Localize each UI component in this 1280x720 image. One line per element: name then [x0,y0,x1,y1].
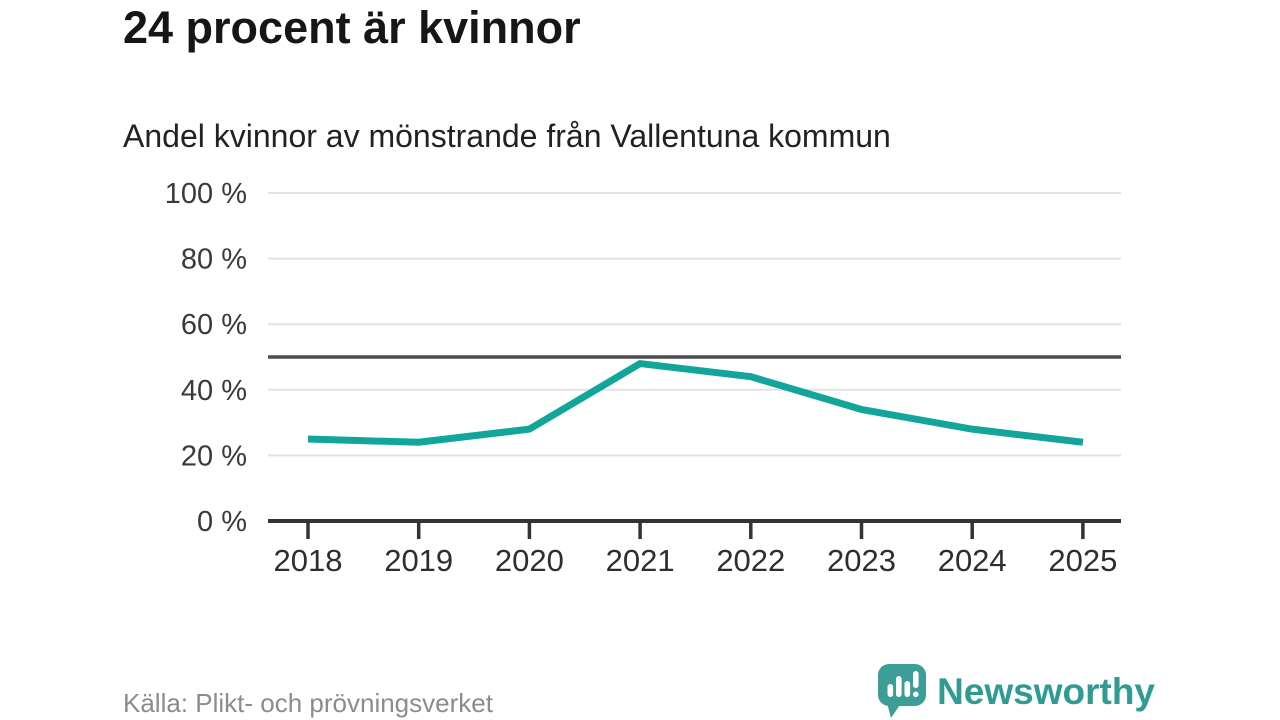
chart-subtitle: Andel kvinnor av mönstrande från Vallent… [123,118,891,154]
x-axis-tick-label: 2021 [606,543,675,578]
y-axis-tick-label: 80 % [181,244,247,276]
newsworthy-logo-icon [878,664,927,718]
y-axis-tick-label: 40 % [181,375,247,407]
source-note: Källa: Plikt- och prövningsverket [123,688,493,718]
x-axis-tick-label: 2024 [938,543,1007,578]
chart-title: 24 procent är kvinnor [123,2,581,53]
brand-name: Newsworthy [937,670,1155,712]
x-axis-tick-label: 2019 [384,543,453,578]
x-axis-tick-label: 2023 [827,543,896,578]
y-axis-tick-label: 100 % [165,178,247,210]
y-axis-tick-label: 60 % [181,309,247,341]
x-axis-tick-label: 2020 [495,543,564,578]
data-line [307,359,1084,446]
x-axis-tick-label: 2022 [716,543,785,578]
x-axis-tick-label: 2018 [274,543,343,578]
newsworthy-logo: Newsworthy [878,664,1155,719]
y-axis-tick-label: 0 % [197,506,247,538]
y-axis-tick-label: 20 % [181,440,247,472]
x-axis-tick-label: 2025 [1048,543,1117,578]
